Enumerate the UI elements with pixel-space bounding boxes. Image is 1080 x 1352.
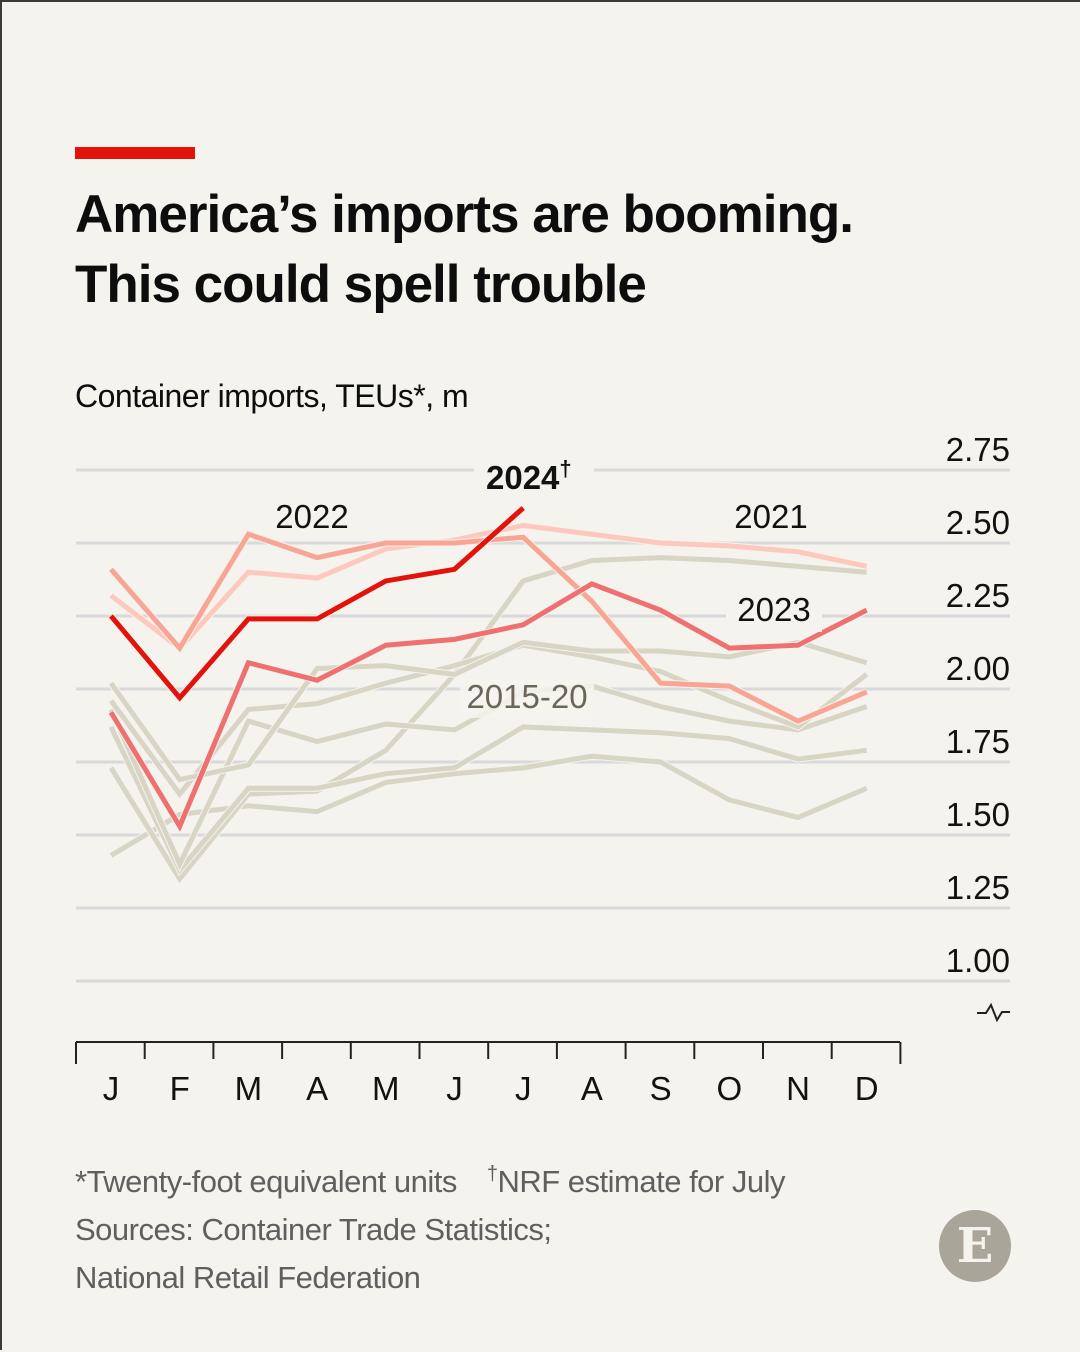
series-line-2020: [108, 639, 868, 783]
title-line-2: This could spell trouble: [75, 255, 647, 314]
y-tick-label: 2.50: [946, 504, 1010, 541]
sources-line-2: National Retail Federation: [75, 1260, 421, 1295]
series-labels: 2022 2024† 2021 2023 2015-20: [275, 454, 822, 718]
title-line-1: America’s imports are booming.: [75, 185, 854, 244]
x-tick-label: A: [306, 1070, 328, 1107]
label-2023-group: 2023: [726, 591, 822, 632]
series-line-2016: [108, 555, 867, 884]
label-2024: 2024†: [486, 456, 572, 496]
label-2015-20-group: 2015-20: [460, 678, 594, 718]
economist-logo: E: [939, 1210, 1011, 1282]
x-tick-label: M: [235, 1070, 263, 1107]
chart-subtitle: Container imports, TEUs*, m: [75, 378, 469, 414]
x-tick-label: A: [581, 1070, 603, 1107]
label-2021: 2021: [734, 498, 807, 535]
x-tick-label: J: [103, 1070, 120, 1107]
x-tick-label: O: [716, 1070, 742, 1107]
x-tick-label: J: [515, 1070, 532, 1107]
x-tick-label: J: [446, 1070, 463, 1107]
y-axis-labels: 2.75 2.50 2.25 2.00 1.75 1.50 1.25 1.00: [946, 431, 1010, 979]
series-lines: [107, 505, 869, 885]
label-2015-20: 2015-20: [466, 678, 587, 715]
label-2022: 2022: [275, 498, 348, 535]
x-tick-label: S: [650, 1070, 672, 1107]
y-tick-label: 1.25: [946, 869, 1010, 906]
accent-bar: [75, 147, 195, 159]
footnote-teu: *Twenty-foot equivalent units: [75, 1164, 457, 1199]
y-tick-label: 1.75: [946, 723, 1010, 760]
axis-break-icon: [977, 1002, 1010, 1023]
y-tick-label: 2.75: [946, 431, 1010, 468]
y-tick-label: 1.00: [946, 942, 1010, 979]
sources-line-1: Sources: Container Trade Statistics;: [75, 1212, 552, 1247]
series-line-2021: [109, 522, 868, 652]
series-line-2024: [109, 506, 525, 702]
y-tick-label: 1.50: [946, 796, 1010, 833]
x-tick-label: D: [855, 1070, 879, 1107]
chart-title: America’s imports are booming. This coul…: [75, 180, 975, 320]
label-2024-group: 2024†: [474, 454, 594, 496]
x-tick-label: F: [170, 1070, 190, 1107]
footnote-nrf: NRF estimate for July: [497, 1164, 785, 1199]
label-2023: 2023: [737, 591, 810, 628]
series-line-2023: [108, 581, 868, 832]
series-line-2017: [108, 724, 868, 875]
footnote-line-1: *Twenty-foot equivalent units †NRF estima…: [75, 1163, 785, 1199]
y-tick-label: 2.25: [946, 577, 1010, 614]
x-tick-label: M: [372, 1070, 400, 1107]
x-tick-label: N: [786, 1070, 810, 1107]
y-tick-label: 2.00: [946, 650, 1010, 687]
footnote: *Twenty-foot equivalent units †NRF estima…: [75, 1150, 785, 1302]
